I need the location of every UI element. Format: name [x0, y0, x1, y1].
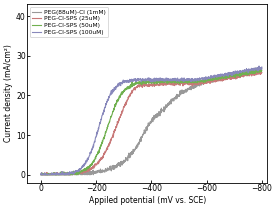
Y-axis label: Current density (mA/cm²): Current density (mA/cm²) [4, 45, 13, 142]
PEG(88uM)-Cl (1mM) [77, 171, 80, 174]
PEG(88uM)-Cl (1mM) [114, 164, 117, 167]
PEG-Cl-SPS (100uM) [68, 172, 72, 175]
PEG-Cl-SPS (25uM) [39, 173, 43, 176]
PEG-Cl-SPS (25uM) [260, 71, 263, 74]
PEG-Cl-SPS (100uM) [114, 87, 117, 90]
PEG-Cl-SPS (50uM) [39, 173, 43, 176]
Line: PEG-Cl-SPS (100uM): PEG-Cl-SPS (100uM) [41, 66, 262, 175]
PEG-Cl-SPS (100uM) [260, 66, 263, 68]
PEG-Cl-SPS (50uM) [114, 104, 117, 107]
PEG-Cl-SPS (25uM) [69, 173, 72, 175]
PEG-Cl-SPS (25uM) [155, 83, 159, 85]
PEG(88uM)-Cl (1mM) [155, 112, 159, 115]
PEG-Cl-SPS (25uM) [114, 128, 117, 131]
PEG(88uM)-Cl (1mM) [39, 173, 43, 176]
PEG-Cl-SPS (100uM) [160, 78, 163, 80]
PEG-Cl-SPS (100uM) [135, 79, 138, 82]
Line: PEG-Cl-SPS (50uM): PEG-Cl-SPS (50uM) [41, 69, 262, 175]
PEG-Cl-SPS (50uM) [68, 172, 72, 175]
PEG-Cl-SPS (100uM) [155, 80, 159, 82]
PEG-Cl-SPS (100uM) [257, 65, 261, 67]
PEG-Cl-SPS (50uM) [259, 68, 262, 70]
Line: PEG-Cl-SPS (25uM): PEG-Cl-SPS (25uM) [41, 72, 262, 175]
PEG-Cl-SPS (25uM) [135, 86, 138, 88]
Line: PEG(88uM)-Cl (1mM): PEG(88uM)-Cl (1mM) [41, 68, 262, 175]
PEG-Cl-SPS (50uM) [155, 82, 159, 85]
PEG(88uM)-Cl (1mM) [69, 173, 72, 176]
X-axis label: Appiled potential (mV vs. SCE): Appiled potential (mV vs. SCE) [89, 196, 206, 205]
PEG-Cl-SPS (100uM) [76, 170, 80, 172]
PEG-Cl-SPS (50uM) [260, 70, 263, 72]
PEG(88uM)-Cl (1mM) [254, 67, 257, 69]
PEG-Cl-SPS (50uM) [160, 81, 163, 84]
PEG-Cl-SPS (100uM) [39, 173, 43, 176]
PEG-Cl-SPS (25uM) [258, 71, 262, 73]
PEG(88uM)-Cl (1mM) [135, 144, 138, 147]
PEG(88uM)-Cl (1mM) [39, 173, 43, 175]
PEG-Cl-SPS (25uM) [39, 173, 43, 176]
PEG-Cl-SPS (25uM) [77, 171, 80, 174]
Legend: PEG(88uM)-Cl (1mM), PEG-Cl-SPS (25uM), PEG-Cl-SPS (50uM), PEG-Cl-SPS (100uM): PEG(88uM)-Cl (1mM), PEG-Cl-SPS (25uM), P… [30, 7, 108, 37]
PEG(88uM)-Cl (1mM) [160, 110, 163, 112]
PEG-Cl-SPS (50uM) [135, 83, 138, 85]
PEG-Cl-SPS (50uM) [76, 172, 80, 175]
PEG-Cl-SPS (25uM) [160, 82, 163, 84]
PEG(88uM)-Cl (1mM) [260, 67, 263, 69]
